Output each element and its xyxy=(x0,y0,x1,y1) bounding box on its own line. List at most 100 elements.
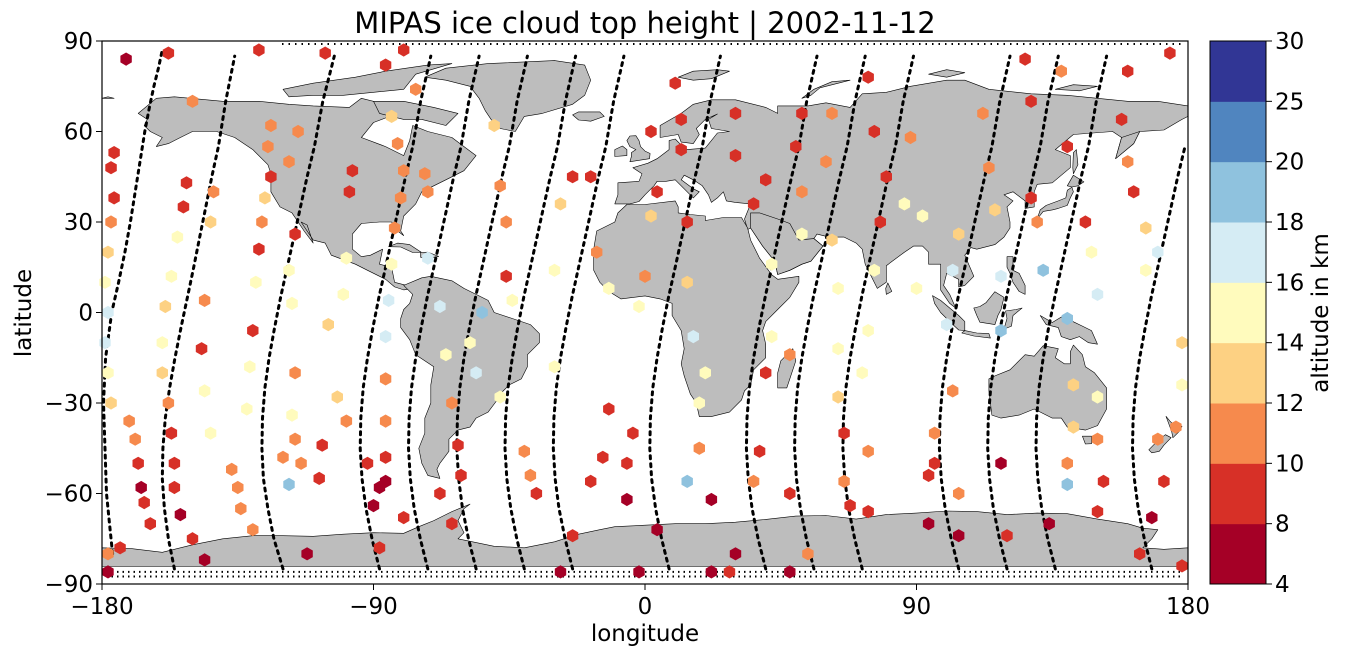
cloud-top-marker xyxy=(868,124,880,139)
cloud-top-marker xyxy=(105,161,117,175)
cloud-top-marker xyxy=(198,553,211,567)
cloud-top-marker xyxy=(916,209,929,223)
map-area xyxy=(99,40,1189,585)
cloud-top-marker xyxy=(398,164,410,178)
cloud-top-marker xyxy=(862,444,874,458)
cloud-top-marker xyxy=(585,170,597,184)
cloud-top-marker xyxy=(373,541,386,555)
cloud-top-marker xyxy=(548,360,561,374)
land-japan xyxy=(1036,187,1074,220)
orbit-track xyxy=(793,54,867,571)
colorbar-tick-label: 4 xyxy=(1275,572,1290,598)
y-tick-label: −30 xyxy=(44,391,93,417)
cloud-top-marker xyxy=(802,547,814,561)
colorbar-tick-label: 16 xyxy=(1275,270,1304,296)
cloud-top-marker xyxy=(422,185,434,199)
cloud-top-marker xyxy=(102,305,114,320)
cloud-top-marker xyxy=(1019,52,1031,66)
cloud-top-marker xyxy=(410,82,422,96)
cloud-top-marker xyxy=(1091,287,1104,301)
cloud-top-marker xyxy=(621,456,633,470)
cloud-top-marker xyxy=(1061,477,1073,492)
cloud-top-marker xyxy=(1061,456,1073,470)
cloud-top-marker xyxy=(627,426,639,440)
cloud-top-marker xyxy=(603,281,615,295)
cloud-top-marker xyxy=(247,324,259,338)
colorbar-frame xyxy=(1209,40,1267,585)
land-sri-lanka xyxy=(885,282,893,295)
cloud-top-marker xyxy=(379,450,392,464)
cloud-top-marker xyxy=(1025,94,1037,108)
cloud-top-marker xyxy=(446,517,458,531)
cloud-top-marker xyxy=(1152,245,1164,259)
cloud-top-marker xyxy=(198,384,211,398)
cloud-top-marker xyxy=(693,396,705,410)
cloud-top-marker xyxy=(247,523,259,537)
cloud-top-marker xyxy=(904,130,917,145)
cloud-top-marker xyxy=(138,495,150,510)
cloud-top-marker xyxy=(675,143,687,157)
cloud-top-marker xyxy=(422,251,434,265)
cloud-top-marker xyxy=(868,263,880,277)
cloud-top-marker xyxy=(687,330,699,344)
cloud-top-marker xyxy=(235,502,247,516)
cloud-top-marker xyxy=(928,426,941,440)
cloud-top-marker xyxy=(108,191,120,205)
cloud-top-marker xyxy=(168,480,181,495)
land-sulawesi xyxy=(1003,307,1023,330)
colorbar-bin xyxy=(1210,342,1266,404)
cloud-top-marker xyxy=(464,336,476,350)
cloud-top-marker xyxy=(820,155,832,169)
orbit-tracks xyxy=(101,43,1187,578)
cloud-top-marker xyxy=(977,106,989,120)
colorbar-bin xyxy=(1210,523,1266,585)
cloud-top-marker xyxy=(292,124,304,139)
colorbar-tick-label: 25 xyxy=(1275,89,1304,115)
cloud-top-marker xyxy=(361,456,374,470)
cloud-top-marker xyxy=(1061,311,1073,326)
orbit-track xyxy=(160,54,237,571)
cloud-top-marker xyxy=(455,468,467,482)
cloud-top-marker xyxy=(554,197,567,211)
cloud-top-marker xyxy=(1085,245,1098,259)
cloud-top-marker xyxy=(1170,420,1182,434)
cloud-top-marker xyxy=(168,456,181,470)
cloud-top-marker xyxy=(391,137,404,151)
cloud-top-marker xyxy=(1146,511,1158,525)
cloud-top-marker xyxy=(1079,215,1092,229)
orbit-track xyxy=(260,54,336,571)
cloud-top-marker xyxy=(265,170,277,184)
cloud-top-marker xyxy=(645,124,657,139)
cloud-top-marker xyxy=(856,366,868,380)
cloud-top-marker xyxy=(705,492,718,507)
cloud-top-marker xyxy=(244,360,256,374)
cloud-top-marker xyxy=(494,179,506,193)
cloud-top-marker xyxy=(922,517,935,531)
cloud-top-marker xyxy=(434,299,446,314)
orbit-track xyxy=(841,54,915,571)
cloud-top-marker xyxy=(265,118,277,133)
cloud-top-marker xyxy=(129,432,141,446)
cloud-top-marker xyxy=(989,203,1001,217)
cloud-top-marker xyxy=(1061,140,1073,154)
colorbar-tick-label: 12 xyxy=(1275,391,1304,417)
cloud-top-marker xyxy=(162,396,175,410)
cloud-top-marker xyxy=(506,293,518,307)
cloud-top-marker xyxy=(898,197,911,211)
x-tick-label: 0 xyxy=(638,594,653,620)
map-title: MIPAS ice cloud top height | 2002-11-12 xyxy=(354,6,935,40)
cloud-top-marker xyxy=(729,149,742,163)
cloud-top-marker xyxy=(283,155,295,169)
cloud-top-marker xyxy=(195,342,208,356)
cloud-top-marker xyxy=(283,477,295,492)
y-tick-label: 30 xyxy=(64,210,93,236)
cloud-top-marker xyxy=(105,215,117,229)
cloud-top-marker xyxy=(747,474,760,488)
cloud-top-marker xyxy=(204,215,217,229)
cloud-top-marker xyxy=(1043,517,1055,531)
cloud-top-marker xyxy=(796,227,808,241)
cloud-top-marker xyxy=(1164,46,1176,60)
cloud-top-marker xyxy=(123,414,135,428)
cloud-top-marker xyxy=(633,299,645,314)
